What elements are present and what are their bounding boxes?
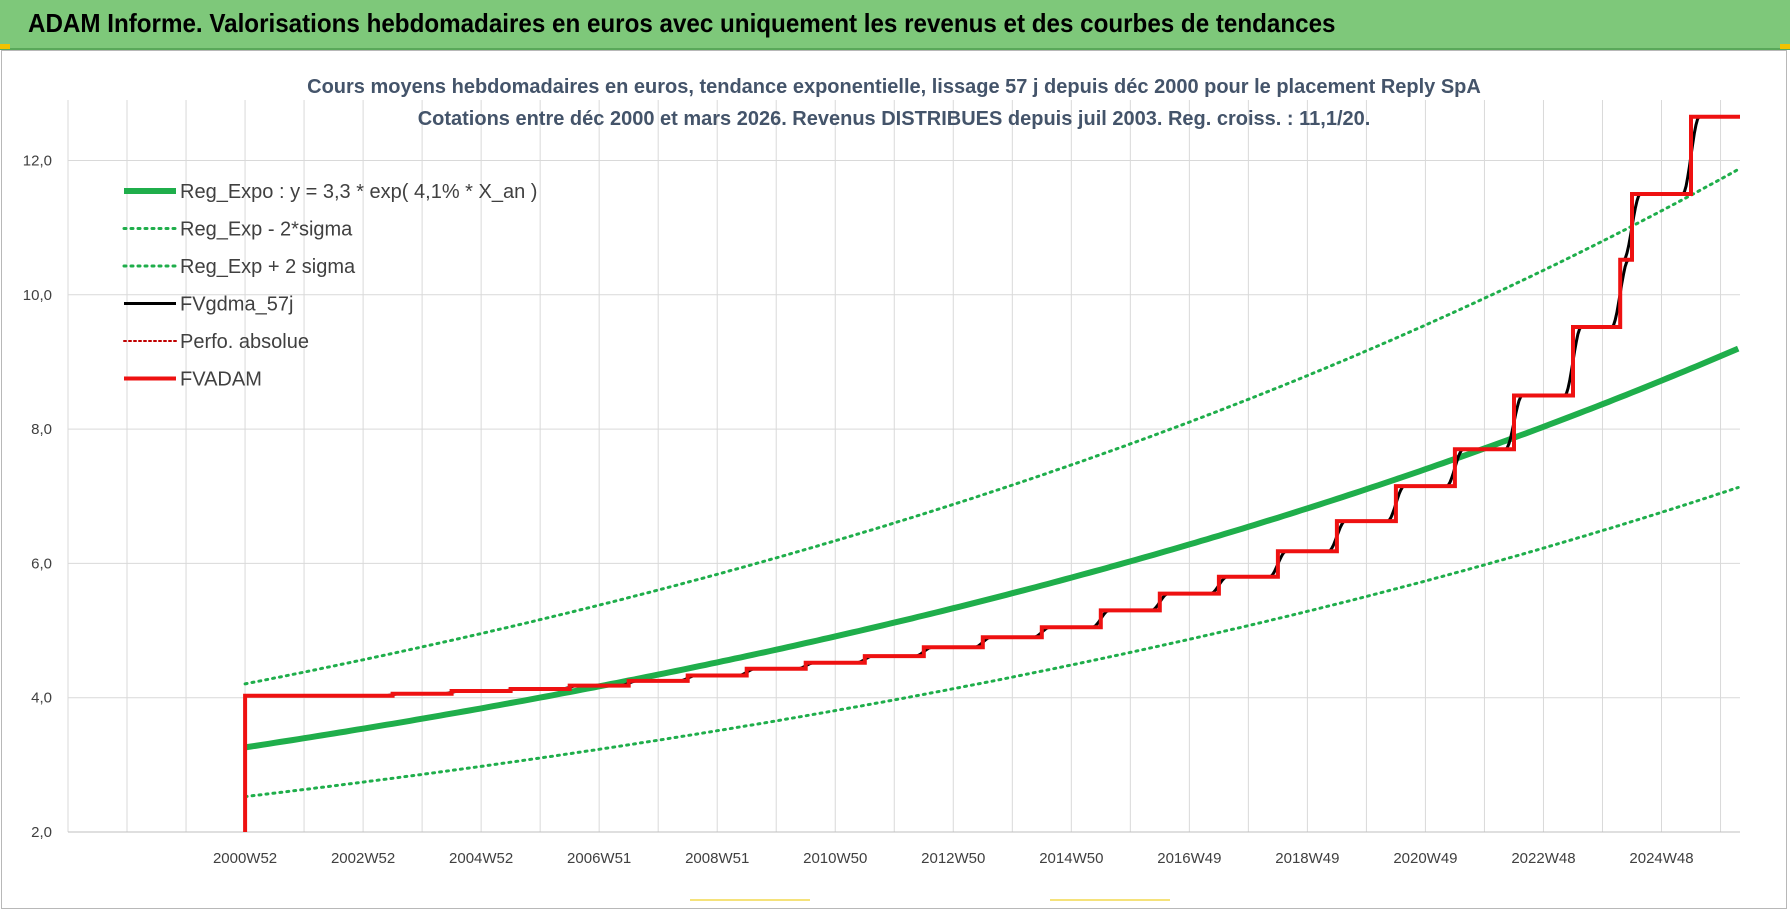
series-fvadam xyxy=(243,114,1740,832)
x-tick-label: 2008W51 xyxy=(685,850,749,867)
x-tick-label: 2010W50 xyxy=(803,850,867,867)
y-tick-label: 12,0 xyxy=(23,152,52,169)
y-tick-label: 8,0 xyxy=(31,421,52,438)
x-tick-label: 2000W52 xyxy=(213,850,277,867)
legend-label: Reg_Exp + 2 sigma xyxy=(180,256,356,278)
x-tick-label: 2018W49 xyxy=(1275,850,1339,867)
legend: Reg_Expo : y = 3,3 * exp( 4,1% * X_an ) R… xyxy=(122,181,537,391)
x-tick-label: 2016W49 xyxy=(1157,850,1221,867)
series-reg-expo xyxy=(244,345,1740,751)
legend-label: FVADAM xyxy=(180,369,262,391)
bottom-highlight-2 xyxy=(1050,899,1170,901)
y-tick-label: 2,0 xyxy=(31,824,52,841)
x-tick-label: 2012W50 xyxy=(921,850,985,867)
chart-title-line-2: Cotations entre déc 2000 et mars 2026. R… xyxy=(418,108,1371,130)
corner-mark-left xyxy=(0,44,10,49)
y-tick-label: 6,0 xyxy=(31,555,52,572)
chart-frame xyxy=(1,50,1787,909)
axes: 2,0 4,0 6,0 8,0 10,0 12,0 2000W52 2002W52 2004W5… xyxy=(23,152,1740,867)
x-tick-label: 2024W48 xyxy=(1629,850,1693,867)
chart-title-line-1: Cours moyens hebdomadaires en euros, ten… xyxy=(307,76,1481,98)
corner-mark-right xyxy=(1780,44,1790,49)
legend-label: Reg_Exp - 2*sigma xyxy=(180,219,353,241)
legend-label: Perfo. absolue xyxy=(180,331,309,353)
x-tick-label: 2004W52 xyxy=(449,850,513,867)
legend-label: FVgdma_57j xyxy=(180,294,293,316)
banner-title: ADAM Informe. Valorisations hebdomadaire… xyxy=(28,8,1336,38)
x-tick-label: 2020W49 xyxy=(1393,850,1457,867)
chart-title: Cours moyens hebdomadaires en euros, ten… xyxy=(307,76,1481,130)
x-tick-label: 2014W50 xyxy=(1039,850,1103,867)
bottom-highlight-1 xyxy=(690,899,810,901)
series-reg-exp-minus-2sigma xyxy=(243,486,1740,799)
x-tick-label: 2002W52 xyxy=(331,850,395,867)
y-tick-label: 10,0 xyxy=(23,287,52,304)
banner: ADAM Informe. Valorisations hebdomadaire… xyxy=(0,0,1790,50)
legend-label: Reg_Expo : y = 3,3 * exp( 4,1% * X_an ) xyxy=(180,181,537,203)
y-tick-label: 4,0 xyxy=(31,690,52,707)
series xyxy=(243,114,1740,832)
grid xyxy=(67,100,1740,833)
series-reg-exp-plus-2sigma xyxy=(243,167,1740,686)
x-tick-label: 2022W48 xyxy=(1511,850,1575,867)
x-tick-label: 2006W51 xyxy=(567,850,631,867)
